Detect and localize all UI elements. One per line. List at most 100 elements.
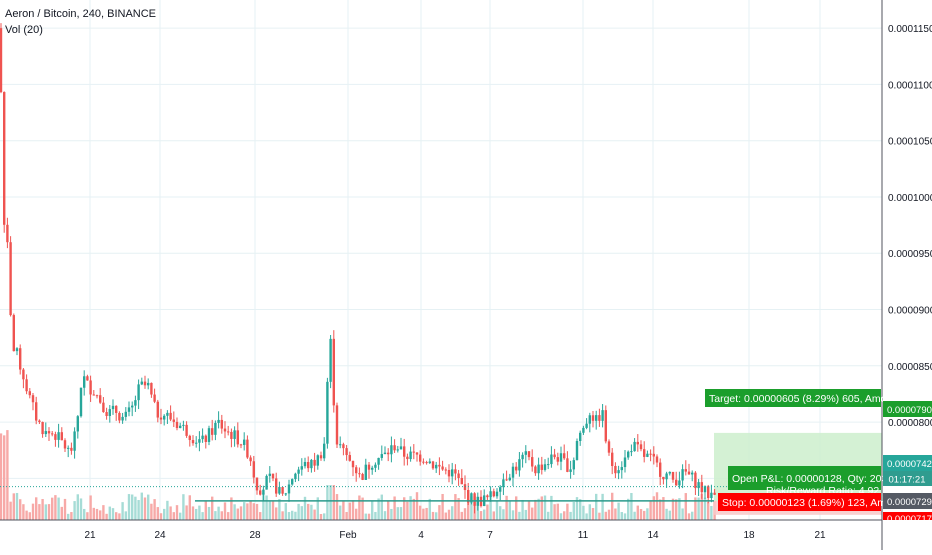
candle-body: [127, 407, 131, 412]
volume-bar: [6, 430, 9, 520]
candle-body: [201, 435, 204, 440]
candle-body: [639, 444, 643, 450]
volume-bar: [294, 511, 297, 520]
volume-bar: [118, 513, 121, 520]
volume-bar: [268, 501, 271, 520]
candle-body: [623, 457, 627, 468]
volume-bar: [415, 492, 419, 520]
candle-body: [156, 401, 159, 418]
volume-bar: [303, 496, 307, 520]
candle-body: [99, 395, 102, 403]
volume-bar: [239, 506, 243, 520]
candle-body: [390, 445, 393, 455]
volume-bar: [435, 512, 438, 520]
volume-bar: [495, 500, 499, 520]
candle-body: [95, 395, 99, 397]
volume-bar: [675, 499, 678, 520]
volume-bar: [67, 513, 70, 520]
candle-body: [348, 455, 351, 461]
y-tick-label: 0.00009500: [888, 249, 932, 260]
volume-bar: [316, 497, 319, 520]
volume-bar: [604, 511, 607, 520]
candle-body: [457, 473, 460, 478]
candle-body: [614, 465, 617, 474]
candle-body: [73, 431, 76, 451]
candle-body: [518, 459, 521, 471]
volume-bar: [457, 498, 460, 520]
volume-bar: [502, 509, 505, 520]
candle-body: [572, 460, 575, 470]
candle-body: [297, 469, 300, 474]
candle-body: [195, 442, 198, 444]
candle-body: [102, 402, 105, 413]
volume-bar: [671, 498, 675, 520]
volume-bar: [636, 505, 639, 520]
volume-bar: [623, 513, 627, 520]
stop-price-badge[interactable]: 0.00007176: [883, 512, 932, 525]
volume-bar: [246, 503, 249, 520]
candle-body: [6, 224, 9, 243]
volume-bar: [345, 511, 348, 520]
volume-indicator-title[interactable]: Vol (20): [5, 24, 43, 36]
candle-body: [671, 471, 675, 480]
x-tick-label: 11: [578, 530, 589, 541]
candle-body: [278, 487, 281, 494]
volume-bar: [691, 511, 694, 520]
candle-body: [412, 451, 415, 453]
candle-body: [611, 452, 614, 466]
volume-bar: [499, 506, 502, 520]
volume-bar: [140, 492, 143, 520]
x-tick-label: 18: [743, 530, 755, 541]
volume-bar: [12, 493, 15, 520]
stop-label[interactable]: Stop: 0.00000123 (1.69%) 123, Amoun: [718, 493, 904, 511]
candle-body: [31, 395, 35, 403]
volume-bar: [335, 494, 339, 520]
volume-bar: [92, 507, 95, 520]
target-price-badge[interactable]: 0.00007904: [883, 401, 932, 417]
last-price-badge[interactable]: 0.00007427: [883, 455, 932, 471]
candle-body: [387, 452, 390, 455]
volume-bar: [707, 502, 710, 520]
volume-bar: [611, 492, 614, 520]
candlestick-series: [0, 23, 716, 514]
candle-body: [332, 338, 335, 406]
candle-body: [76, 416, 79, 432]
volume-bar: [95, 508, 99, 520]
entry-price-badge[interactable]: 0.00007299: [883, 493, 932, 509]
symbol-title[interactable]: Aeron / Bitcoin, 240, BINANCE: [5, 8, 157, 20]
volume-bar: [134, 496, 137, 520]
candle-body: [214, 422, 217, 435]
volume-bar: [364, 513, 367, 520]
volume-bar: [396, 507, 399, 520]
candle-body: [172, 419, 175, 422]
volume-bar: [579, 499, 582, 520]
volume-bar: [409, 496, 412, 520]
candle-body: [185, 424, 188, 436]
time-axis[interactable]: 21 24 28 Feb 4 7 11 14 18 21: [0, 519, 882, 541]
candle-body: [403, 446, 406, 457]
stop-price-badge-text: 0.00007176: [887, 514, 932, 525]
candle-body: [627, 451, 630, 458]
candle-body: [505, 479, 508, 481]
position-labels[interactable]: Target: 0.00000605 (8.29%) 605, Amount Op…: [705, 389, 932, 550]
volume-bar: [207, 506, 211, 520]
countdown-badge[interactable]: 01:17:21: [883, 471, 932, 486]
volume-bar: [227, 512, 230, 520]
volume-bar: [639, 509, 643, 520]
candle-body: [83, 376, 86, 388]
candle-body: [44, 431, 47, 435]
volume-bar: [422, 508, 425, 520]
target-label[interactable]: Target: 0.00000605 (8.29%) 605, Amount: [705, 389, 901, 407]
volume-bar: [348, 502, 351, 520]
volume-bar: [393, 496, 396, 520]
candle-body: [265, 475, 268, 490]
candle-body: [566, 458, 569, 472]
stop-label-box: [718, 493, 881, 511]
candle-body: [243, 439, 246, 445]
volume-bar: [687, 513, 691, 520]
candle-body: [303, 461, 307, 467]
volume-bar: [591, 507, 595, 520]
